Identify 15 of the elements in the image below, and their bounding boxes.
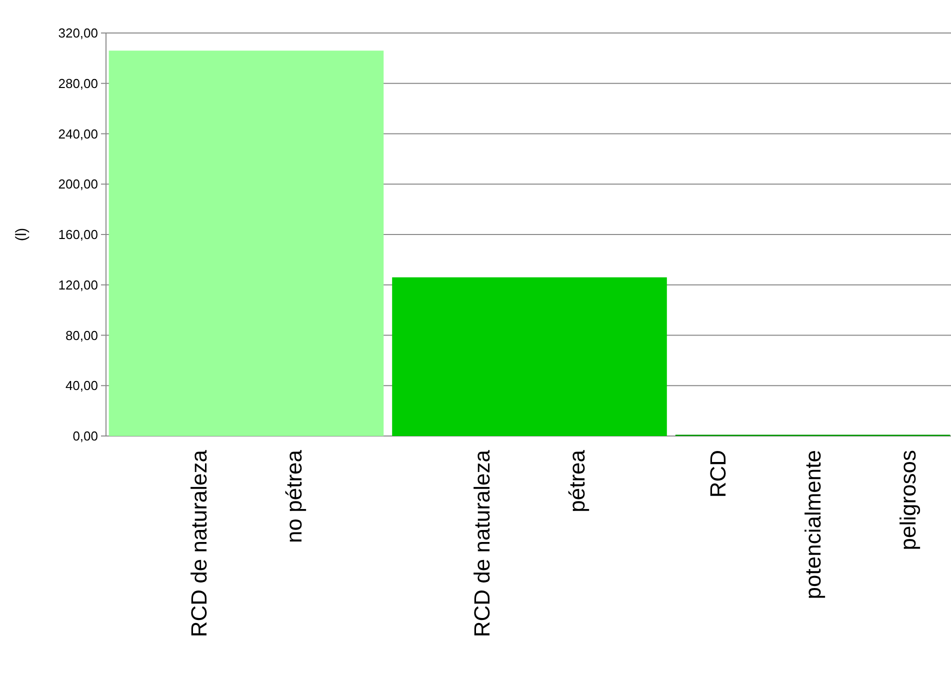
category-label: RCD de naturaleza no pétrea: [186, 450, 306, 638]
category-label: RCD potencialmente peligrosos: [705, 450, 920, 600]
bar: [392, 277, 667, 436]
y-tick-label: 0,00: [72, 428, 98, 444]
y-tick-label: 320,00: [58, 26, 98, 41]
y-tick-label: 200,00: [58, 176, 98, 192]
y-tick-label: 40,00: [65, 378, 98, 394]
y-tick-label: 80,00: [65, 328, 98, 343]
y-tick-label: 280,00: [58, 76, 98, 91]
y-tick-label: 160,00: [58, 227, 98, 242]
y-axis-title: (l): [13, 228, 30, 242]
category-label: RCD de naturaleza pétrea: [470, 450, 590, 638]
y-tick-label: 240,00: [58, 126, 98, 142]
bar: [108, 50, 384, 436]
y-tick-label: 120,00: [58, 277, 98, 292]
